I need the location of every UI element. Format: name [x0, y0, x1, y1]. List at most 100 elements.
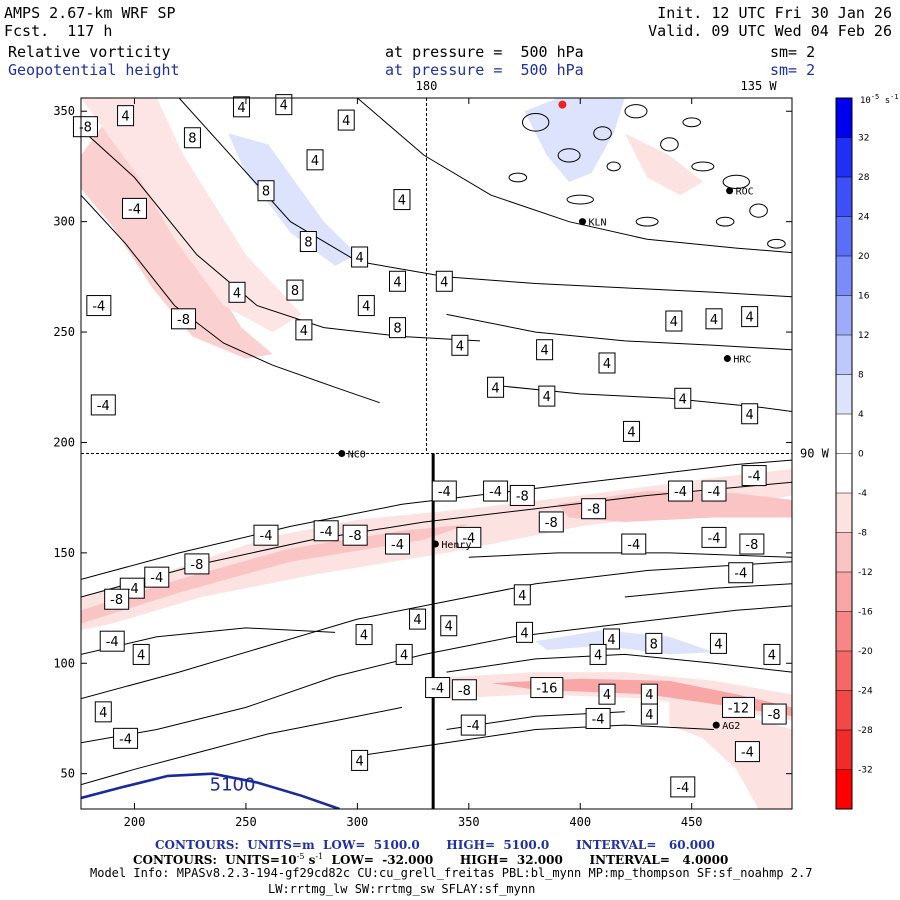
contour-label-text: 4 [355, 754, 363, 769]
contour-label-text: -8 [745, 538, 758, 553]
field1-name: Relative vorticity [8, 43, 171, 61]
field1-pressure: at pressure = 500 hPa [385, 43, 584, 61]
contour-label: -4 [460, 714, 486, 736]
contour-label: 4 [440, 615, 458, 637]
vorticity-contour-line [446, 313, 792, 351]
contour-label-text: 4 [342, 114, 350, 129]
y-tick-label: 50 [61, 767, 75, 781]
station-dot [726, 187, 734, 195]
contour-label: -8 [761, 703, 787, 725]
contour-label-text: -4 [676, 781, 689, 796]
colorbar-tick-label: 28 [858, 173, 870, 183]
contour-label: 4 [132, 643, 150, 665]
small-vorticity-contour [715, 216, 735, 227]
contour-label-text: -8 [110, 593, 123, 608]
contour-label-text: 8 [188, 132, 196, 147]
contour-label-text: -4 [320, 525, 333, 540]
contour-label-box [94, 701, 112, 723]
y-tick-label: 200 [53, 435, 75, 449]
contour-label-box [705, 308, 723, 330]
vorticity-band [228, 133, 358, 266]
station-ag2: AG2 [712, 721, 740, 732]
station-label: NCO [348, 450, 366, 461]
contour-label-text: 4 [400, 648, 408, 663]
small-vorticity-contour [749, 203, 768, 218]
contour-label-text: -4 [438, 485, 451, 500]
contour-label-box [355, 624, 373, 646]
field2-name: Geopotential height [8, 61, 180, 79]
contour-label-text: 8 [304, 236, 312, 251]
station-nco: NCO [338, 450, 366, 461]
contour-label-box [741, 403, 759, 425]
contour-label: -4 [313, 520, 339, 542]
colorbar-tick-label: -4 [858, 489, 867, 499]
vorticity-band [81, 98, 302, 333]
vorticity-contour-line [81, 561, 792, 700]
vorticity-band [669, 698, 792, 809]
contour-label-box [483, 480, 509, 502]
contour-label-box [253, 524, 279, 546]
contour-label: -8 [104, 588, 130, 610]
colorbar-swatch [836, 216, 852, 257]
contour-label-text: -16 [536, 682, 557, 697]
contour-label: 4 [598, 683, 616, 705]
contour-label-box [104, 588, 130, 610]
contour-label-box [665, 310, 683, 332]
contour-label: -8 [739, 533, 765, 555]
contour-label-box [435, 270, 453, 292]
vorticity-contour-line [624, 583, 792, 598]
contour-label: -8 [342, 524, 368, 546]
contour-label: -8 [184, 553, 210, 575]
model-info: Model Info: MPASv8.2.3-194-gf29cd82c CU:… [90, 866, 813, 880]
axes: 200 250 300 350 400 450 50 100 150 200 250 300 350 18… [53, 79, 829, 829]
contour-label-box [184, 553, 210, 575]
contour-label-box [113, 727, 139, 749]
contour-label-box [460, 714, 486, 736]
valid-time: Valid. 09 UTC Wed 04 Feb 26 [648, 22, 892, 40]
contour-label-box [487, 376, 505, 398]
contour-label-text: 4 [746, 311, 754, 326]
contour-label: 4 [451, 334, 469, 356]
contour-label-box [440, 615, 458, 637]
small-vorticity-contour [557, 148, 581, 163]
contour-label-box [72, 116, 98, 138]
contour-label: 4 [94, 701, 112, 723]
station-label: HRC [733, 355, 751, 366]
colorbar-swatch [836, 453, 852, 494]
contour-label-box [701, 526, 727, 548]
contour-label-box [589, 643, 607, 665]
small-vorticity-contour [660, 137, 679, 152]
contour-label: 4 [602, 628, 620, 650]
colorbar-tick-label: 12 [858, 331, 869, 341]
colorbar-swatch [836, 374, 852, 415]
contour-label: -4 [668, 480, 694, 502]
colorbar-tick-label: 32 [858, 134, 869, 144]
height-contour-line [81, 772, 340, 809]
field2-pressure: at pressure = 500 hPa [385, 61, 584, 79]
contour-label-text: 4 [491, 381, 499, 396]
contour-label: 4 [640, 703, 658, 725]
contour-label-box [585, 707, 611, 729]
contour-label: 4 [435, 270, 453, 292]
contour-label-text: 4 [607, 633, 615, 648]
geopotential-height-contours [81, 772, 340, 809]
contour-label-box [728, 562, 754, 584]
contour-label: -4 [425, 677, 451, 699]
contour-label: -4 [741, 465, 767, 487]
contour-label-text: 4 [670, 315, 678, 330]
colorbar-swatch [836, 532, 852, 573]
contour-label-text: 4 [746, 408, 754, 423]
contour-label: -4 [431, 480, 457, 502]
contour-label: -4 [253, 524, 279, 546]
height-contour-label: 5100 [210, 775, 256, 796]
contour-label-box [513, 584, 531, 606]
contour-label-text: 4 [714, 637, 722, 652]
contour-label-box [121, 197, 147, 219]
colorbar-swatch [836, 335, 852, 375]
contour-label-text: -4 [462, 531, 475, 546]
contour-label-text: -8 [587, 503, 600, 518]
contour-label: -4 [456, 526, 482, 548]
contour-label-box [598, 683, 616, 705]
contour-label-box [132, 643, 150, 665]
contour-label-text: 4 [237, 101, 245, 116]
